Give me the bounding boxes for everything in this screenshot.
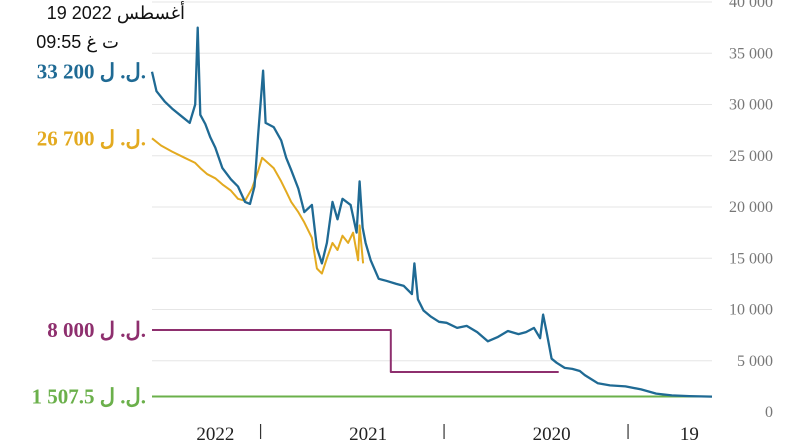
y-tick-label: 10 000 — [729, 302, 773, 319]
x-tick-label: 2021 — [349, 424, 387, 445]
y-tick-label: 15 000 — [729, 250, 773, 267]
series-line-sayrafa — [151, 137, 365, 275]
series-line-customs — [152, 329, 559, 373]
y-tick-label: 35 000 — [729, 45, 773, 62]
series-end-labels: 33 200 ل. ل. 26 700 ل. ل. 8 000 ل. ل. 1 507… — [31, 60, 146, 409]
y-tick-label: 40 000 — [729, 0, 773, 11]
x-tick-label: 19 — [680, 424, 699, 445]
y-tick-label: 5 000 — [737, 353, 773, 370]
series-line-market — [150, 26, 713, 398]
end-label-customs: 8 000 ل. ل. — [47, 318, 146, 342]
end-label-official: 1 507.5 ل. ل. — [31, 385, 146, 409]
x-axis-tick-labels: 19 2020 2021 2022 — [196, 424, 699, 445]
series-lines — [150, 26, 713, 398]
y-tick-label: 20 000 — [729, 199, 773, 216]
y-tick-label: 30 000 — [729, 97, 773, 114]
y-tick-label: 0 — [765, 404, 773, 421]
year-separators — [259, 424, 629, 439]
timestamp-time: 09:55 ت غ — [36, 32, 119, 53]
x-tick-label: 2020 — [533, 424, 571, 445]
timestamp-date: 19 أغسطس 2022 — [47, 1, 185, 24]
y-tick-label: 25 000 — [729, 148, 773, 165]
gridlines — [152, 1, 712, 362]
end-label-sayrafa: 26 700 ل. ل. — [37, 126, 146, 150]
end-label-market: 33 200 ل. ل. — [37, 60, 146, 84]
x-tick-label: 2022 — [196, 424, 234, 445]
y-axis-tick-labels: 0 5 000 10 000 15 000 20 000 25 000 30 000 35 0… — [729, 0, 773, 421]
